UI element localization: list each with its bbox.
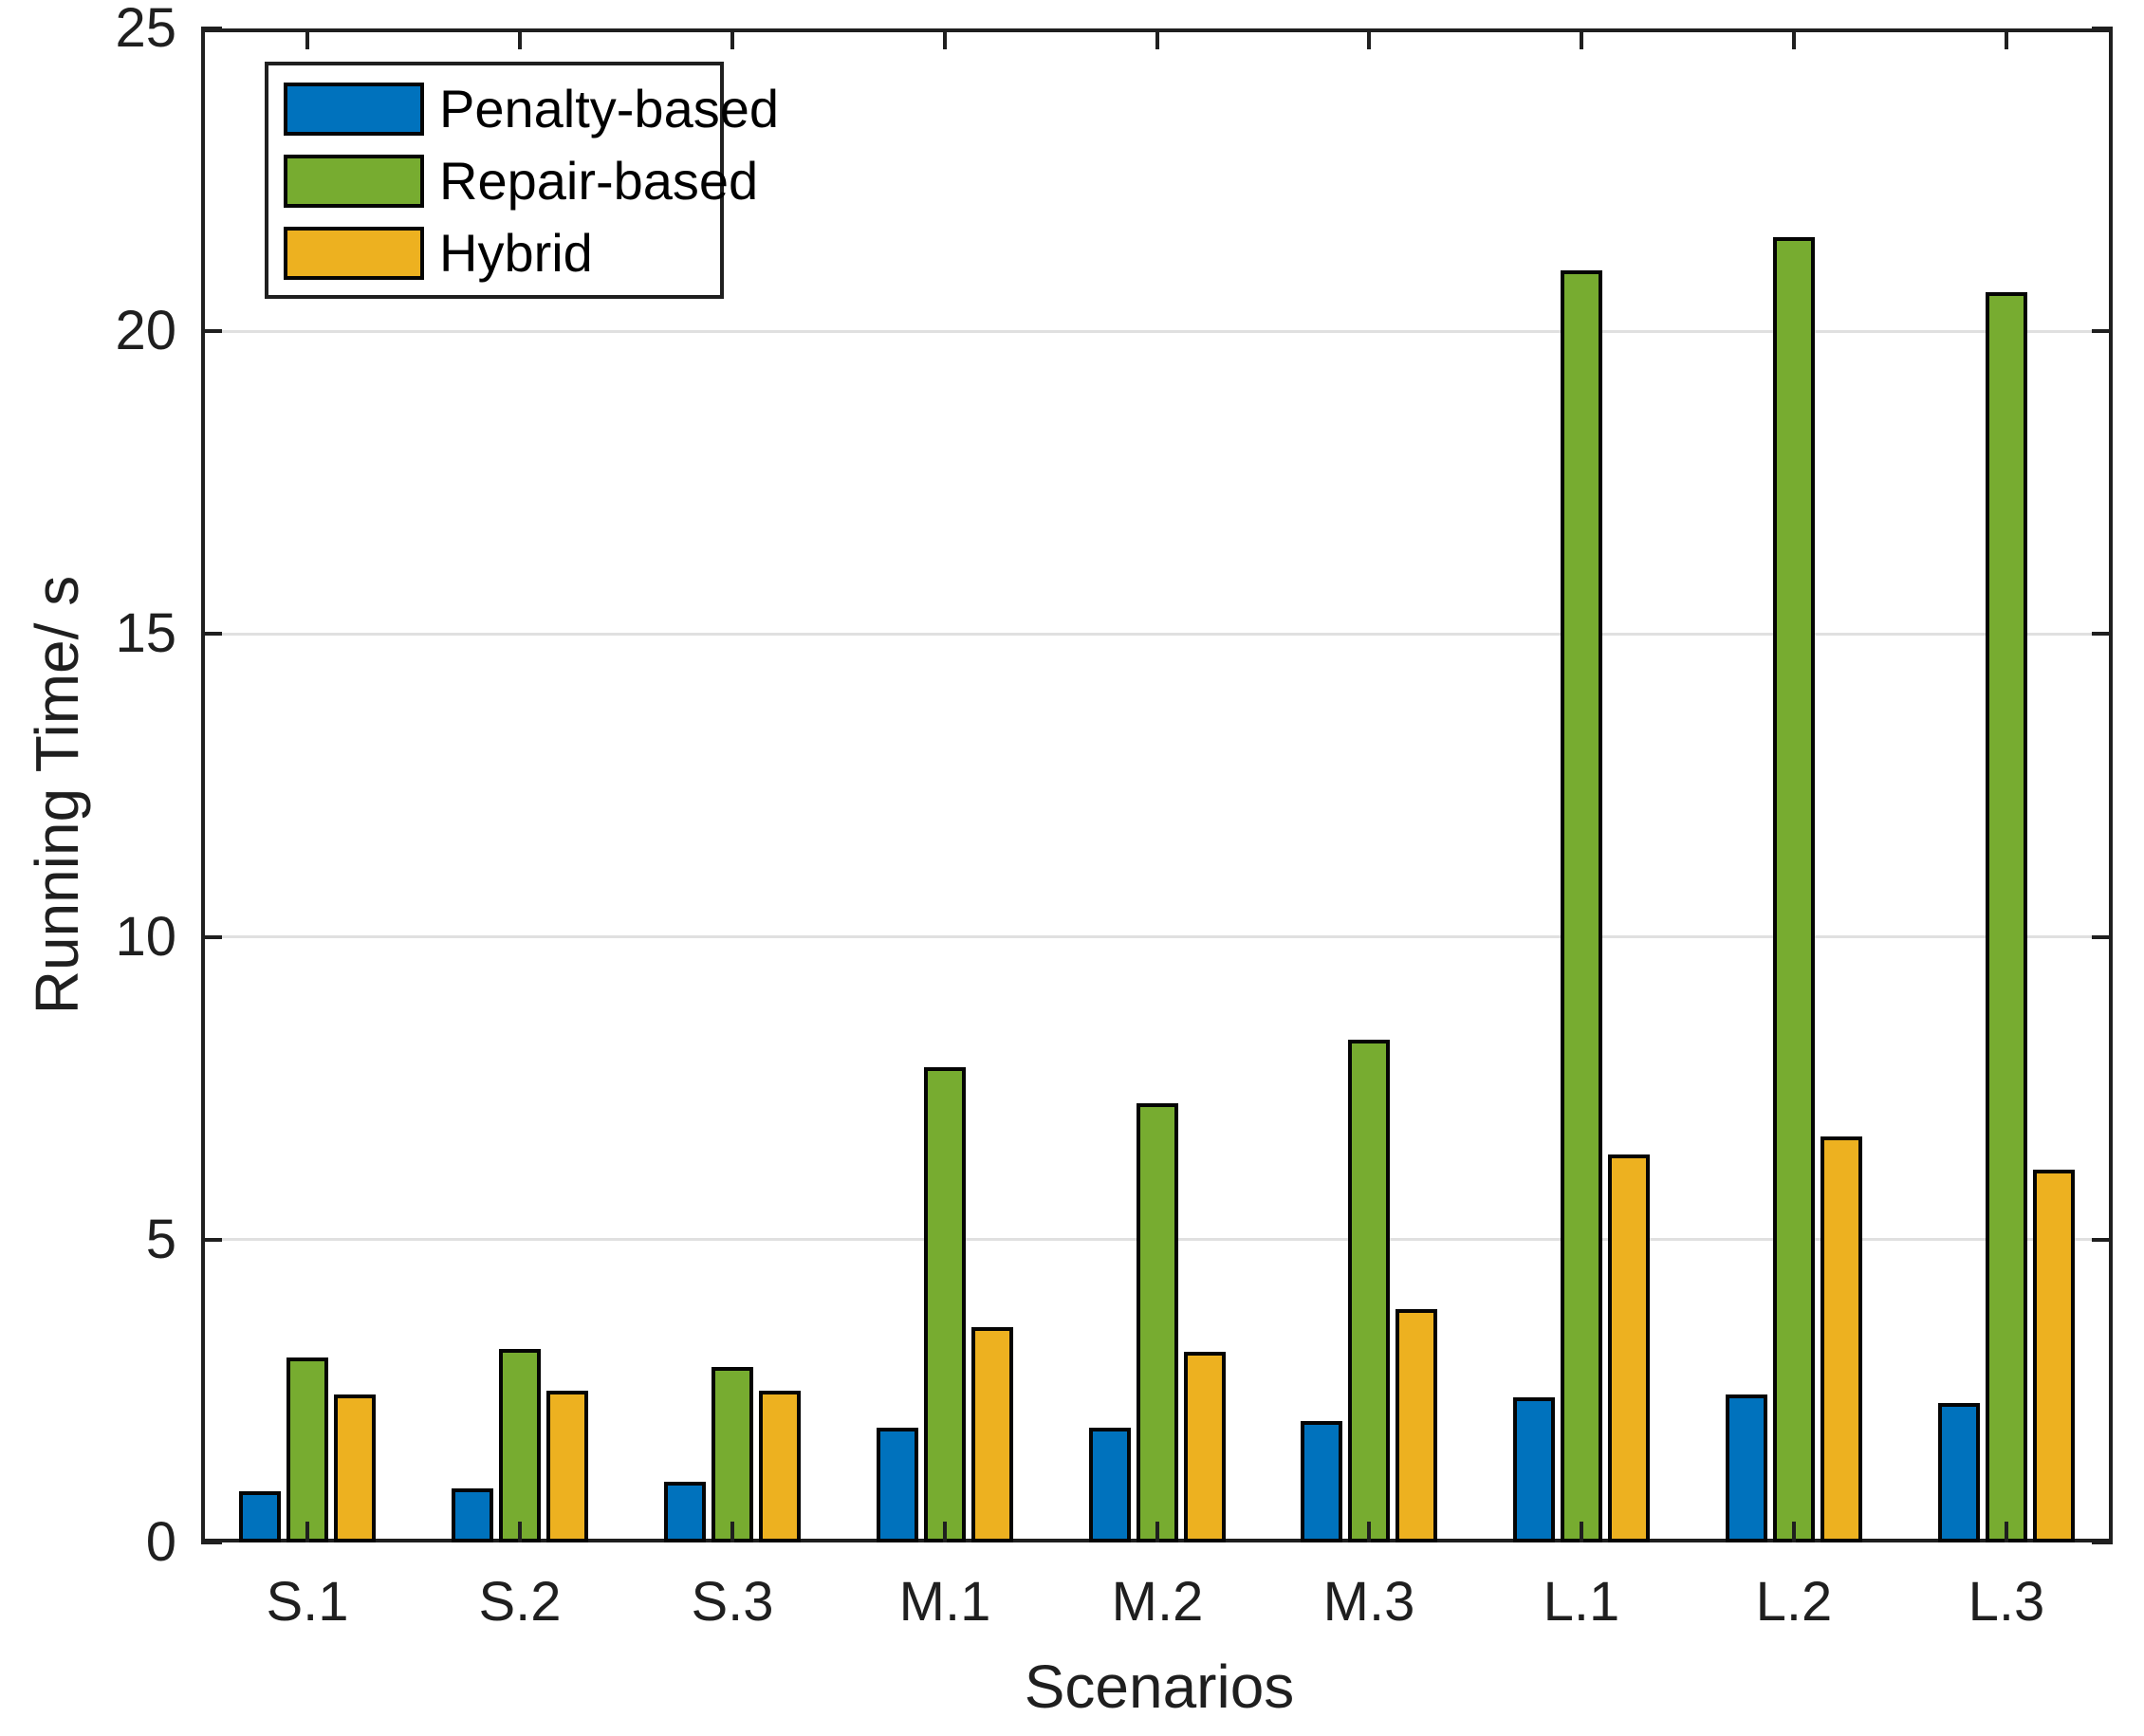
x-axis-label: Scenarios <box>1024 1653 1295 1721</box>
y-tick-label-15: 15 <box>115 602 176 665</box>
plot-area <box>201 27 2113 1544</box>
x-tick-top-M.1 <box>943 28 947 49</box>
x-tick-bottom-S.1 <box>305 1522 309 1542</box>
x-tick-top-L.1 <box>1580 28 1583 49</box>
bar-S.3-hybrid <box>759 1391 801 1542</box>
x-tick-bottom-M.1 <box>943 1522 947 1542</box>
legend-swatch-repair-based <box>284 155 424 208</box>
bar-M.2-hybrid <box>1184 1352 1226 1542</box>
y-tick-label-25: 25 <box>115 0 176 59</box>
y-tick-label-20: 20 <box>115 300 176 362</box>
bar-S.1-repair-based <box>286 1357 328 1542</box>
bar-L.3-penalty-based <box>1938 1403 1980 1542</box>
bar-S.1-penalty-based <box>239 1491 281 1542</box>
x-tick-top-S.2 <box>518 28 522 49</box>
x-tick-bottom-S.3 <box>730 1522 734 1542</box>
y-tick-right-0 <box>2092 1541 2113 1544</box>
x-tick-label-M.2: M.2 <box>1111 1571 1204 1633</box>
bar-L.3-hybrid <box>2033 1170 2075 1542</box>
x-tick-label-L.3: L.3 <box>1968 1571 2045 1633</box>
bar-M.1-hybrid <box>971 1327 1013 1542</box>
y-tick-label-10: 10 <box>115 905 176 968</box>
x-tick-bottom-M.2 <box>1155 1522 1159 1542</box>
x-tick-label-S.1: S.1 <box>266 1571 349 1633</box>
y-tick-label-5: 5 <box>145 1208 176 1270</box>
bar-L.2-repair-based <box>1773 237 1815 1542</box>
x-tick-top-L.3 <box>2005 28 2008 49</box>
x-tick-label-M.3: M.3 <box>1322 1571 1415 1633</box>
bar-L.1-repair-based <box>1561 270 1602 1542</box>
bar-S.2-penalty-based <box>452 1488 493 1542</box>
bar-L.3-repair-based <box>1986 292 2027 1542</box>
bar-L.1-penalty-based <box>1513 1397 1555 1542</box>
bar-M.2-repair-based <box>1137 1103 1178 1542</box>
bar-S.3-repair-based <box>712 1367 753 1542</box>
gridline-y-10 <box>201 935 2113 939</box>
legend-label-repair-based: Repair-based <box>439 151 759 211</box>
y-axis-label: Running Time/ s <box>23 575 91 1015</box>
y-tick-left-10 <box>201 935 222 939</box>
bar-M.2-penalty-based <box>1089 1428 1131 1542</box>
y-tick-left-5 <box>201 1238 222 1242</box>
gridline-y-15 <box>201 632 2113 636</box>
x-tick-label-L.1: L.1 <box>1543 1571 1620 1633</box>
legend: Penalty-based Repair-based Hybrid <box>265 62 780 299</box>
x-tick-top-S.1 <box>305 28 309 49</box>
y-tick-right-20 <box>2092 329 2113 333</box>
bar-L.1-hybrid <box>1608 1154 1650 1542</box>
x-tick-top-M.2 <box>1155 28 1159 49</box>
bar-S.2-repair-based <box>499 1349 541 1542</box>
x-tick-label-M.1: M.1 <box>898 1571 991 1633</box>
x-tick-bottom-L.2 <box>1792 1522 1796 1542</box>
x-tick-top-M.3 <box>1367 28 1371 49</box>
y-tick-right-10 <box>2092 935 2113 939</box>
legend-swatch-hybrid <box>284 227 424 280</box>
x-tick-bottom-S.2 <box>518 1522 522 1542</box>
bar-L.2-hybrid <box>1821 1136 1862 1542</box>
bar-L.2-penalty-based <box>1726 1394 1767 1542</box>
y-tick-left-20 <box>201 329 222 333</box>
gridline-y-20 <box>201 329 2113 333</box>
y-tick-right-5 <box>2092 1238 2113 1242</box>
bar-M.1-penalty-based <box>877 1428 918 1542</box>
y-tick-right-25 <box>2092 27 2113 30</box>
y-tick-right-15 <box>2092 632 2113 636</box>
x-tick-label-S.2: S.2 <box>478 1571 562 1633</box>
bar-M.3-hybrid <box>1395 1309 1437 1542</box>
x-tick-label-S.3: S.3 <box>691 1571 774 1633</box>
bar-S.1-hybrid <box>334 1394 376 1542</box>
bar-M.3-repair-based <box>1348 1040 1390 1542</box>
x-tick-bottom-L.3 <box>2005 1522 2008 1542</box>
x-tick-top-S.3 <box>730 28 734 49</box>
y-tick-left-0 <box>201 1541 222 1544</box>
x-tick-label-L.2: L.2 <box>1755 1571 1833 1633</box>
bar-S.2-hybrid <box>546 1391 588 1542</box>
legend-swatch-penalty-based <box>284 83 424 136</box>
y-tick-left-25 <box>201 27 222 30</box>
x-tick-bottom-L.1 <box>1580 1522 1583 1542</box>
legend-label-penalty-based: Penalty-based <box>439 79 780 139</box>
bar-M.1-repair-based <box>924 1067 966 1542</box>
y-tick-label-0: 0 <box>145 1511 176 1573</box>
bar-S.3-penalty-based <box>664 1482 706 1542</box>
x-tick-bottom-M.3 <box>1367 1522 1371 1542</box>
y-tick-left-15 <box>201 632 222 636</box>
legend-label-hybrid: Hybrid <box>439 223 593 283</box>
x-tick-top-L.2 <box>1792 28 1796 49</box>
bar-M.3-penalty-based <box>1301 1421 1342 1542</box>
